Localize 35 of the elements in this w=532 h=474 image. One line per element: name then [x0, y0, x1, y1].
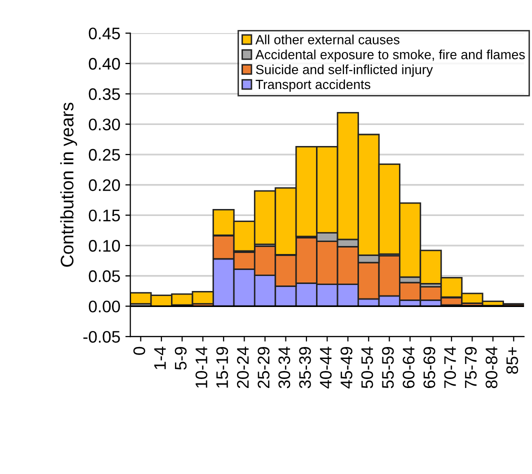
- x-tick-label: 25-29: [258, 347, 270, 388]
- legend-label: Transport accidents: [256, 79, 370, 92]
- x-tick-label: 85+: [506, 347, 518, 374]
- y-tick-label: 0.25: [88, 148, 120, 161]
- x-tick-label: 45-49: [340, 347, 352, 388]
- x-tick-label: 10-14: [196, 346, 208, 388]
- x-tick-label: 50-54: [361, 346, 374, 388]
- x-tick-label: 70-74: [444, 346, 456, 388]
- x-tick-label: 0: [133, 346, 146, 355]
- y-tick-label: -0.05: [83, 330, 120, 343]
- x-tick-label: 30-34: [278, 346, 290, 388]
- y-tick-label: 0.05: [88, 270, 120, 282]
- x-tick-label: 35-39: [299, 347, 311, 388]
- y-tick-label: 0.10: [88, 240, 120, 252]
- x-tick-label: 1-4: [154, 346, 166, 370]
- x-tick-label: 65-69: [423, 347, 436, 388]
- y-tick-label: 0.20: [88, 179, 120, 192]
- y-tick-label: 0.45: [88, 28, 120, 40]
- legend-label: Accidental exposure to smoke, fire and flames: [255, 50, 525, 62]
- x-tick-label: 60-64: [402, 346, 415, 388]
- x-tick-label: 20-24: [236, 346, 249, 388]
- y-axis-title: Contribution in years: [60, 102, 78, 267]
- legend-label: Suicide and self-inflicted injury: [256, 64, 433, 77]
- y-tick-label: 0.35: [88, 88, 120, 100]
- x-tick-label: 75-79: [464, 347, 477, 388]
- x-tick-label: 80-84: [486, 346, 498, 388]
- y-tick-label: 0.15: [88, 210, 120, 222]
- x-tick-label: 55-59: [382, 347, 394, 388]
- x-tick-label: 15-19: [216, 347, 228, 388]
- x-tick-label: 40-44: [320, 346, 332, 388]
- y-tick-label: 0.40: [88, 58, 120, 70]
- y-tick-label: 0.00: [88, 300, 120, 312]
- y-tick-label: 0.30: [88, 118, 120, 130]
- legend-label: All other external causes: [255, 34, 400, 44]
- x-tick-label: 5-9: [174, 347, 187, 370]
